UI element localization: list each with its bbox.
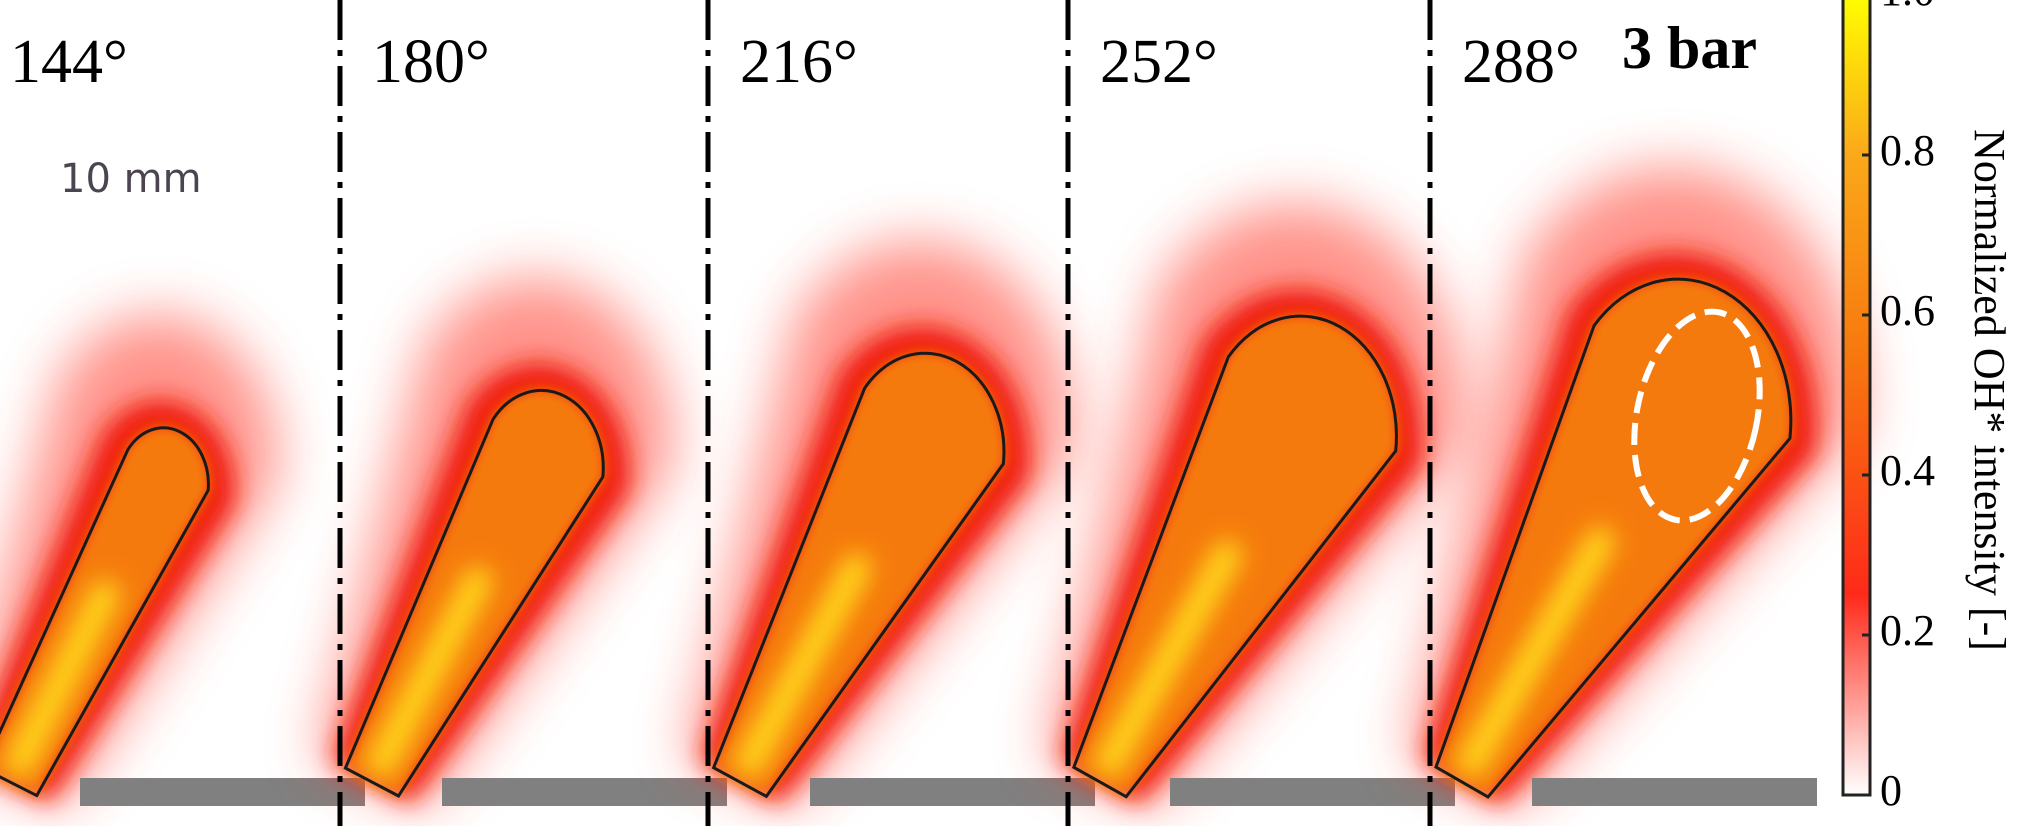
colorbar-tick-label: 0.4: [1880, 446, 1935, 495]
colorbar-tick-label: 1.0: [1880, 0, 1935, 15]
flame-core: [1095, 540, 1243, 777]
flame-core: [5, 579, 120, 777]
flame-contour: [0, 426, 210, 798]
flame-panel: [317, 277, 727, 808]
colorbar: [1841, 0, 1872, 797]
burner-bar: [1532, 778, 1817, 806]
burner-bar: [1418, 778, 1430, 806]
colorbar-tick-label: 0.8: [1880, 126, 1935, 175]
flame-contour: [1071, 314, 1398, 799]
panel-label: 252°: [1100, 28, 1218, 96]
colorbar-label: Normalized OH* intensity [-]: [1965, 129, 2014, 651]
scale-label: 10 mm: [60, 156, 202, 202]
flame-panel: [1046, 204, 1466, 810]
burner-bar: [690, 778, 702, 806]
flame-core: [367, 566, 493, 777]
burner-bar: [1780, 778, 1792, 806]
panel-label: 180°: [372, 28, 490, 96]
flame-core: [1457, 527, 1615, 777]
panel-label: 216°: [740, 28, 858, 96]
panel-label: 288°: [1462, 28, 1580, 96]
burner-bar: [1170, 778, 1455, 806]
colorbar-tick-label: 0.2: [1880, 606, 1935, 655]
pressure-label: 3 bar: [1622, 15, 1757, 81]
flame-contour: [711, 351, 1006, 799]
flame-panel: [0, 314, 365, 807]
flame-contour: [343, 389, 605, 798]
flame-core: [735, 553, 872, 777]
burner-bar: [328, 778, 340, 806]
flame-panel: [686, 240, 1095, 809]
flame-contour: [1434, 277, 1793, 799]
flame-panel: [1408, 167, 1860, 810]
highlight-ellipse: [1631, 308, 1763, 524]
colorbar-tick-label: 0: [1880, 766, 1902, 815]
panel-label: 144°: [10, 28, 128, 96]
flame-images: [0, 167, 1860, 810]
burner-bar: [80, 778, 365, 806]
burner-bar: [442, 778, 727, 806]
burner-bar: [810, 778, 1095, 806]
colorbar-tick-label: 0.6: [1880, 286, 1935, 335]
